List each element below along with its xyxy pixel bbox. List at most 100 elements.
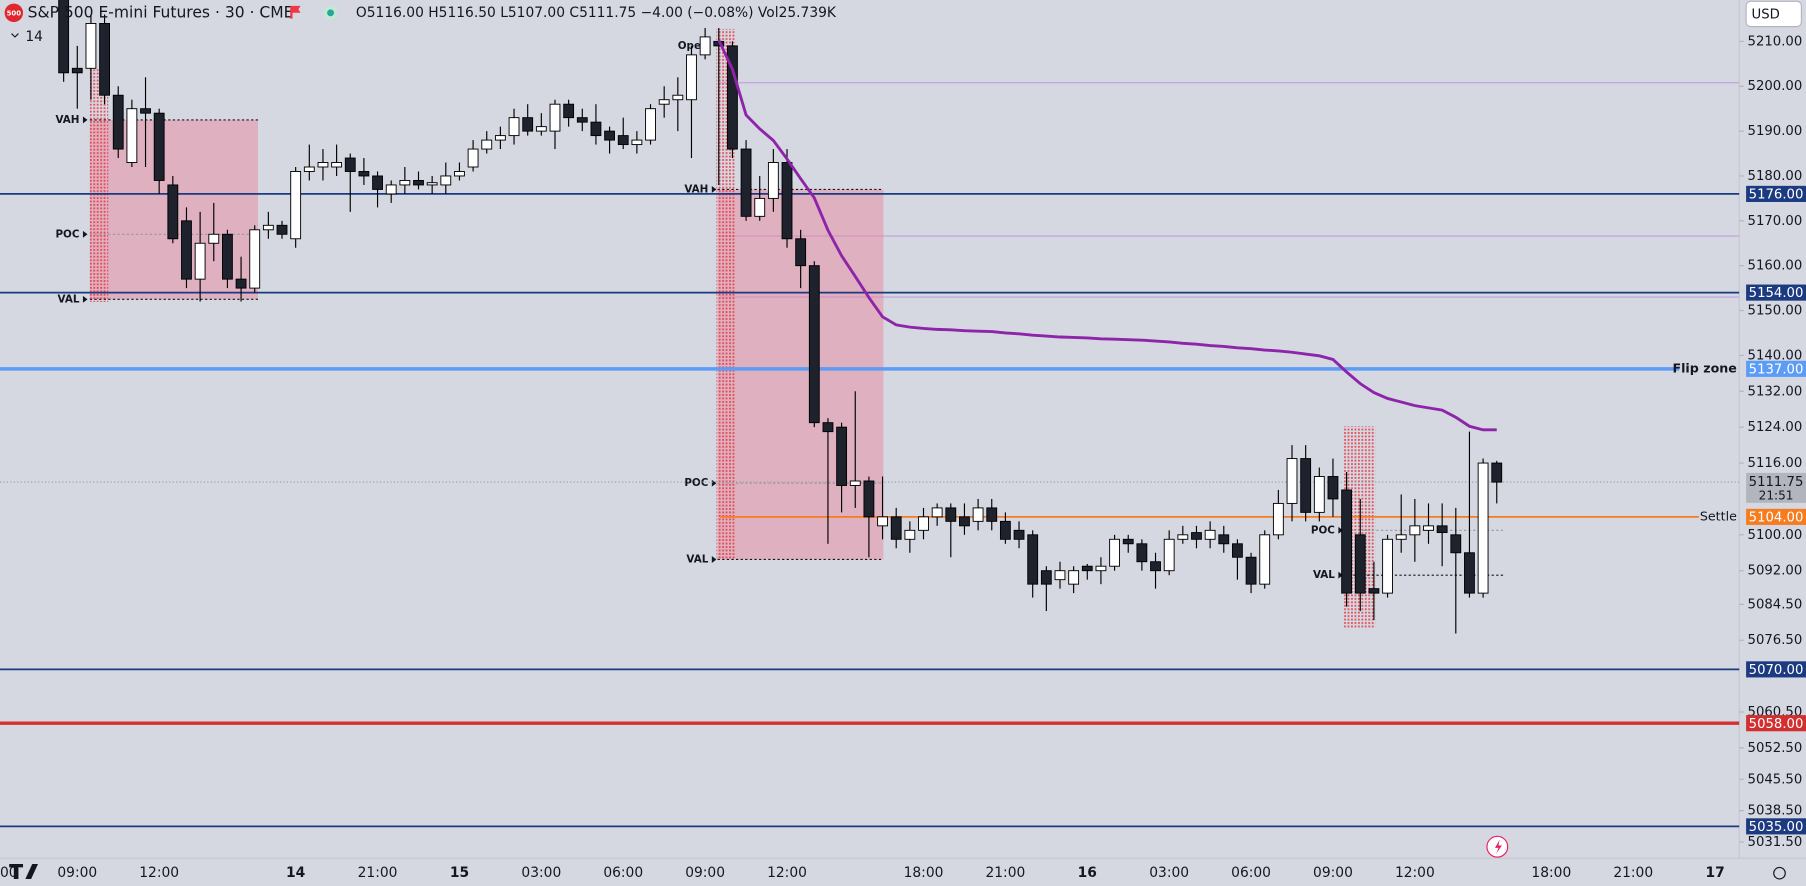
ohlc-legend: O5116.00 H5116.50 L5107.00 C5111.75 −4.0…: [356, 5, 837, 21]
candle-body: [1272, 502, 1284, 536]
candle-body: [331, 162, 343, 168]
ohlc-value: 5111.75: [579, 5, 636, 21]
currency-button[interactable]: [1745, 0, 1802, 28]
candle-body: [85, 23, 97, 69]
ohlc-key: H: [428, 5, 438, 21]
candle-body: [877, 516, 888, 527]
flag-icon[interactable]: [290, 5, 301, 19]
logo[interactable]: [9, 863, 39, 879]
profile-label: VAL: [58, 293, 80, 305]
volume-key: Vol: [758, 5, 779, 21]
level-tag: [1746, 715, 1806, 732]
profile-marker: [82, 230, 88, 238]
candle-body: [808, 265, 820, 424]
candle-body: [658, 99, 670, 105]
candle-body: [1232, 543, 1243, 558]
indicators-count[interactable]: 14: [25, 29, 43, 45]
x-tick-label: 03:00: [1149, 865, 1189, 881]
y-tick-label: 5031.50: [1748, 835, 1803, 850]
level-text: Settle: [1700, 508, 1737, 523]
profile-marker: [1338, 526, 1343, 534]
settings-icon[interactable]: [1773, 866, 1786, 880]
candle-body: [1450, 534, 1462, 554]
candle-body: [1327, 476, 1339, 500]
candle-body: [1341, 489, 1353, 594]
candle-body: [767, 162, 779, 199]
candle-body: [754, 197, 766, 217]
profile-label: VAH: [55, 114, 79, 126]
profile-label: VAL: [686, 553, 708, 565]
x-tick-label: 03:00: [521, 865, 561, 881]
candle-body: [986, 507, 998, 522]
profile-marker: [82, 116, 88, 124]
level-tag: [1746, 661, 1806, 678]
candle-body: [303, 166, 315, 172]
y-tick-label: 5076.50: [1748, 633, 1803, 648]
chevron[interactable]: [11, 33, 19, 38]
profile-marker: [1338, 571, 1343, 579]
candle-body: [167, 184, 179, 240]
candle-body: [631, 139, 643, 146]
candle-body: [1354, 534, 1366, 594]
candle-body: [372, 175, 383, 190]
x-tick-label: 21:00: [1613, 865, 1653, 881]
candle-body: [836, 426, 848, 486]
x-tick-label: 06:00: [603, 865, 643, 881]
candle-body: [1191, 532, 1202, 540]
candle-body: [1491, 462, 1503, 483]
x-tick-label: 21:00: [985, 865, 1025, 881]
candle-body: [262, 224, 274, 231]
candle-body: [426, 182, 438, 186]
x-tick-label: 16: [1078, 865, 1097, 881]
candle-body: [1095, 565, 1107, 572]
candle-body: [576, 117, 588, 123]
y-tick-label: 5160.00: [1748, 259, 1803, 274]
candle-body: [849, 480, 861, 486]
candle-body: [535, 126, 547, 132]
profile-label: POC: [1311, 524, 1335, 536]
profile-label: VAL: [1313, 569, 1335, 581]
candle-body: [235, 278, 247, 289]
candle-body: [686, 54, 697, 101]
candle-body: [290, 171, 302, 240]
profile-marker: [711, 556, 717, 563]
overlay: 500 S&P 500 E-mini Futures · 30 · CME O5…: [4, 0, 1802, 880]
candle-body: [208, 233, 220, 244]
candle-body: [508, 117, 520, 137]
currency[interactable]: USD: [1752, 8, 1780, 23]
candle-body: [945, 507, 957, 522]
candle-body: [1040, 570, 1052, 585]
y-tick-label: 5052.50: [1748, 741, 1803, 756]
level-tag: [1746, 508, 1806, 525]
candle-body: [999, 520, 1011, 540]
candle-body: [1245, 556, 1257, 585]
candle-body: [99, 23, 110, 96]
profile-label: POC: [684, 477, 708, 489]
level-tag: [1746, 360, 1806, 377]
vwap-line: [717, 39, 1497, 432]
symbol-title[interactable]: S&P 500 E-mini Futures · 30 · CME: [28, 3, 294, 21]
candle-body: [1122, 538, 1134, 545]
y-tick-label: 5124.00: [1748, 420, 1803, 435]
y-tick-label: 5200.00: [1748, 79, 1803, 94]
candle-body: [645, 108, 656, 141]
last-price-tag: [1746, 472, 1806, 503]
candle-body: [181, 220, 192, 280]
candle-body: [494, 135, 506, 141]
x-tick-label: 18:00: [904, 865, 944, 881]
candle-body: [1382, 538, 1393, 594]
candle-body: [740, 148, 752, 217]
y-tick-label: 5210.00: [1748, 34, 1803, 49]
level-tag: [1746, 818, 1806, 835]
candle-body: [276, 224, 288, 235]
profile-marker: [82, 295, 88, 303]
candle-body: [58, 0, 70, 74]
candle-body: [918, 516, 929, 531]
candle-body: [863, 480, 875, 518]
x-tick-label: 14: [286, 865, 305, 881]
candle-body: [781, 162, 793, 240]
candle-body: [1259, 534, 1271, 585]
candle-body: [71, 67, 83, 74]
